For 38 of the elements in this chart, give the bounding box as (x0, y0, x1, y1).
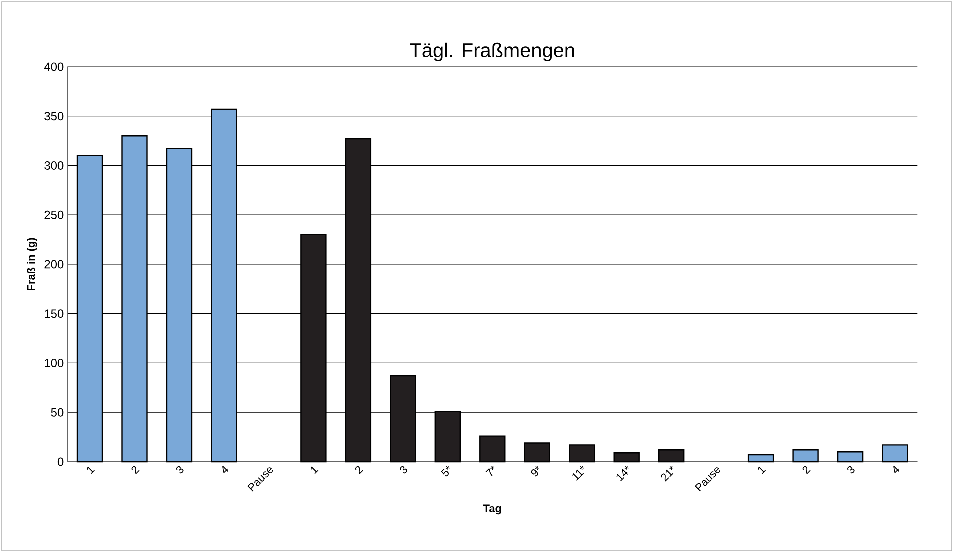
y-tick-label: 400 (44, 62, 64, 72)
x-tick-label: 3 (848, 466, 855, 474)
x-tick-label: 1 (87, 466, 95, 474)
y-axis-title: Fraß in (g) (27, 238, 38, 291)
x-tick-label: 2 (802, 466, 811, 474)
x-tick-label: 11* (572, 466, 584, 481)
bar (524, 442, 550, 463)
x-tick-label: 4 (222, 466, 229, 474)
bar (837, 452, 864, 463)
x-tick-label: 3 (176, 466, 184, 474)
x-tick-label: 21* (661, 466, 674, 482)
y-tick-label: 50 (51, 408, 64, 417)
x-axis-title: Tag (483, 504, 502, 515)
x-tick-label: 2 (355, 466, 364, 474)
y-tick-label: 100 (45, 359, 64, 368)
x-tick-label: 14* (616, 466, 629, 482)
x-tick-label: 9* (531, 466, 540, 477)
bar (480, 436, 506, 463)
bar (569, 444, 596, 463)
x-tick-label: 2 (132, 466, 140, 474)
bar (614, 452, 640, 463)
y-tick-label: 150 (45, 310, 64, 318)
y-tick-label: 200 (44, 260, 64, 269)
x-tick-label: 3 (400, 466, 408, 474)
bar (748, 454, 774, 463)
bar (882, 444, 908, 463)
x-tick-label: 5* (441, 466, 450, 477)
x-tick-label: 4 (894, 466, 900, 474)
y-tick-label: 300 (44, 162, 64, 170)
chart-title: Tägl. Fraßmengen (410, 42, 574, 62)
y-tick-label: 250 (44, 210, 64, 220)
y-tick-label: 0 (58, 458, 64, 466)
x-tick-label: 1 (310, 466, 319, 474)
x-tick-label: 1 (758, 466, 766, 474)
x-tick-label: 7* (486, 466, 495, 476)
y-tick-label: 350 (44, 112, 64, 121)
bar (792, 450, 819, 463)
bar (658, 450, 685, 463)
